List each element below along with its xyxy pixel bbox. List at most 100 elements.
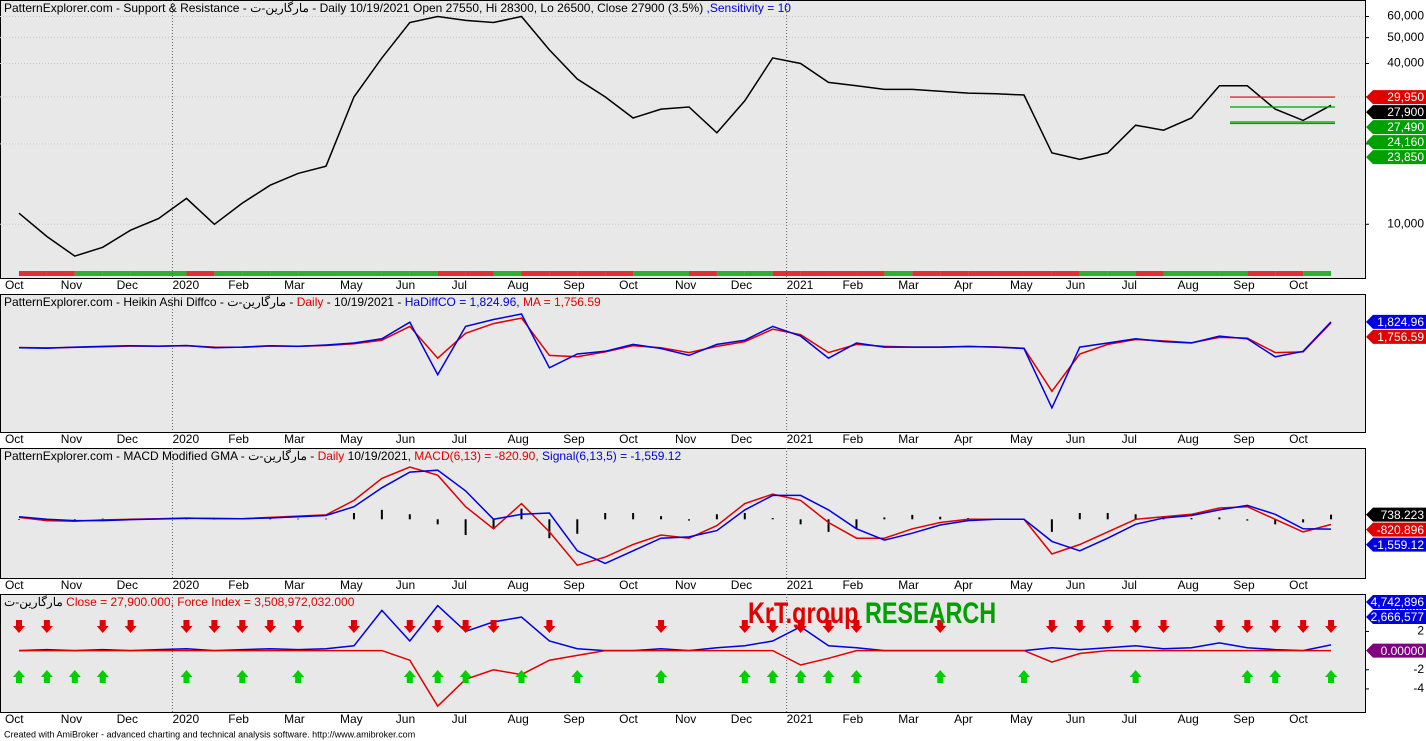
x-tick-label: Oct: [619, 278, 638, 292]
x-tick-label: Oct: [1289, 578, 1308, 592]
trend-strip: [800, 271, 829, 276]
x-tick-label: May: [340, 712, 363, 726]
x-tick-label: Oct: [5, 712, 24, 726]
x-tick-label: Feb: [228, 712, 249, 726]
histogram-bar: [1218, 517, 1221, 520]
x-tick-label: Aug: [1177, 578, 1198, 592]
y-tick-label: 60,000: [1387, 9, 1424, 23]
title-part: PatternExplorer.com - Heikin Ashi Diffco…: [4, 295, 297, 309]
trend-strip: [661, 271, 689, 276]
x-tick-label: Feb: [842, 432, 863, 446]
trend-strip: [884, 271, 913, 276]
trend-strip: [353, 271, 382, 276]
trend-strip: [1247, 271, 1276, 276]
histogram-bar: [73, 519, 76, 520]
buy-arrow: [1017, 670, 1030, 683]
pane-background: [0, 594, 1366, 713]
readout-box: [1366, 537, 1426, 552]
trend-strip: [1303, 271, 1332, 276]
x-tick-label: Jun: [1066, 278, 1085, 292]
readout-box: [1366, 120, 1426, 135]
x-tick-label: Oct: [1289, 432, 1308, 446]
x-tick-label: Dec: [117, 278, 138, 292]
pane-title: PatternExplorer.com - Heikin Ashi Diffco…: [4, 295, 601, 309]
title-part: MA = 1,756.59: [523, 295, 601, 309]
histogram-bar: [939, 516, 942, 520]
readout-label: -820.896: [1377, 523, 1425, 537]
buy-arrow: [850, 670, 863, 683]
trend-strip: [744, 271, 773, 276]
readout-label: 2,666,577: [1371, 610, 1425, 624]
x-tick-label: Feb: [842, 578, 863, 592]
histogram-bar: [269, 518, 272, 520]
x-tick-label: 2021: [787, 432, 814, 446]
sell-arrow: [347, 620, 360, 633]
x-tick-label: Nov: [675, 712, 696, 726]
trend-strip: [102, 271, 131, 276]
sell-arrow: [822, 620, 835, 633]
readout-box: [1366, 507, 1426, 522]
x-tick-label: Jun: [396, 432, 415, 446]
watermark-part: RESEARCH: [865, 596, 996, 629]
histogram-bar: [17, 519, 20, 520]
readout-box: [1366, 595, 1426, 609]
trend-strip: [912, 271, 941, 276]
readout-label: -1,559.12: [1373, 538, 1424, 552]
sell-arrow: [543, 620, 556, 633]
buy-arrow: [515, 670, 528, 683]
buy-arrow: [40, 670, 53, 683]
x-tick-label: 2021: [787, 278, 814, 292]
sell-arrow: [1241, 620, 1254, 633]
trend-strip: [130, 271, 159, 276]
sell-arrow: [459, 620, 472, 633]
buy-arrow: [96, 670, 109, 683]
x-tick-label: 2020: [172, 712, 199, 726]
trend-strip: [186, 271, 215, 276]
pane-title: PatternExplorer.com - MACD Modified GMA …: [4, 449, 681, 463]
trend-strip: [688, 271, 717, 276]
trend-strip: [968, 271, 997, 276]
buy-arrow: [1325, 670, 1338, 683]
x-tick-label: Oct: [5, 432, 24, 446]
histogram-bar: [883, 517, 886, 520]
x-tick-label: Dec: [731, 712, 752, 726]
histogram-bar: [297, 518, 300, 520]
x-tick-label: Aug: [1177, 432, 1198, 446]
readout-label: 0.00000: [1381, 644, 1425, 658]
trend-strip: [605, 271, 634, 276]
histogram-bar: [101, 518, 104, 520]
series-line: [19, 649, 1331, 708]
x-tick-label: Aug: [507, 432, 528, 446]
histogram-bar: [1330, 514, 1333, 520]
trend-strip: [326, 271, 354, 276]
trend-strip: [381, 271, 410, 276]
x-tick-label: Mar: [284, 432, 305, 446]
x-tick-label: May: [340, 578, 363, 592]
trend-strip: [1135, 271, 1164, 276]
readout-label: 1,756.59: [1377, 330, 1424, 344]
x-tick-label: Jun: [1066, 578, 1085, 592]
x-tick-label: Dec: [731, 432, 752, 446]
histogram-bar: [799, 519, 802, 525]
trend-strip: [18, 271, 47, 276]
x-tick-label: Dec: [731, 278, 752, 292]
buy-arrow: [68, 670, 81, 683]
pane-title: PatternExplorer.com - Support & Resistan…: [4, 1, 791, 15]
histogram-bar: [1106, 513, 1109, 520]
title-part: مارگارین-ت: [4, 595, 66, 609]
trend-strip: [1107, 271, 1136, 276]
x-tick-label: Apr: [954, 432, 973, 446]
readout-label: 29,950: [1387, 90, 1424, 104]
sell-arrow: [738, 620, 751, 633]
sell-arrow: [1269, 620, 1282, 633]
x-tick-label: Jun: [396, 712, 415, 726]
title-part: Daily: [297, 295, 324, 309]
sell-arrow: [934, 620, 947, 633]
readout-box: [1366, 329, 1426, 344]
x-tick-label: Nov: [61, 578, 82, 592]
x-tick-label: Jun: [1066, 712, 1085, 726]
x-tick-label: Sep: [563, 578, 585, 592]
pane-background: [0, 294, 1366, 433]
sell-arrow: [1073, 620, 1086, 633]
histogram-bar: [1246, 519, 1249, 521]
